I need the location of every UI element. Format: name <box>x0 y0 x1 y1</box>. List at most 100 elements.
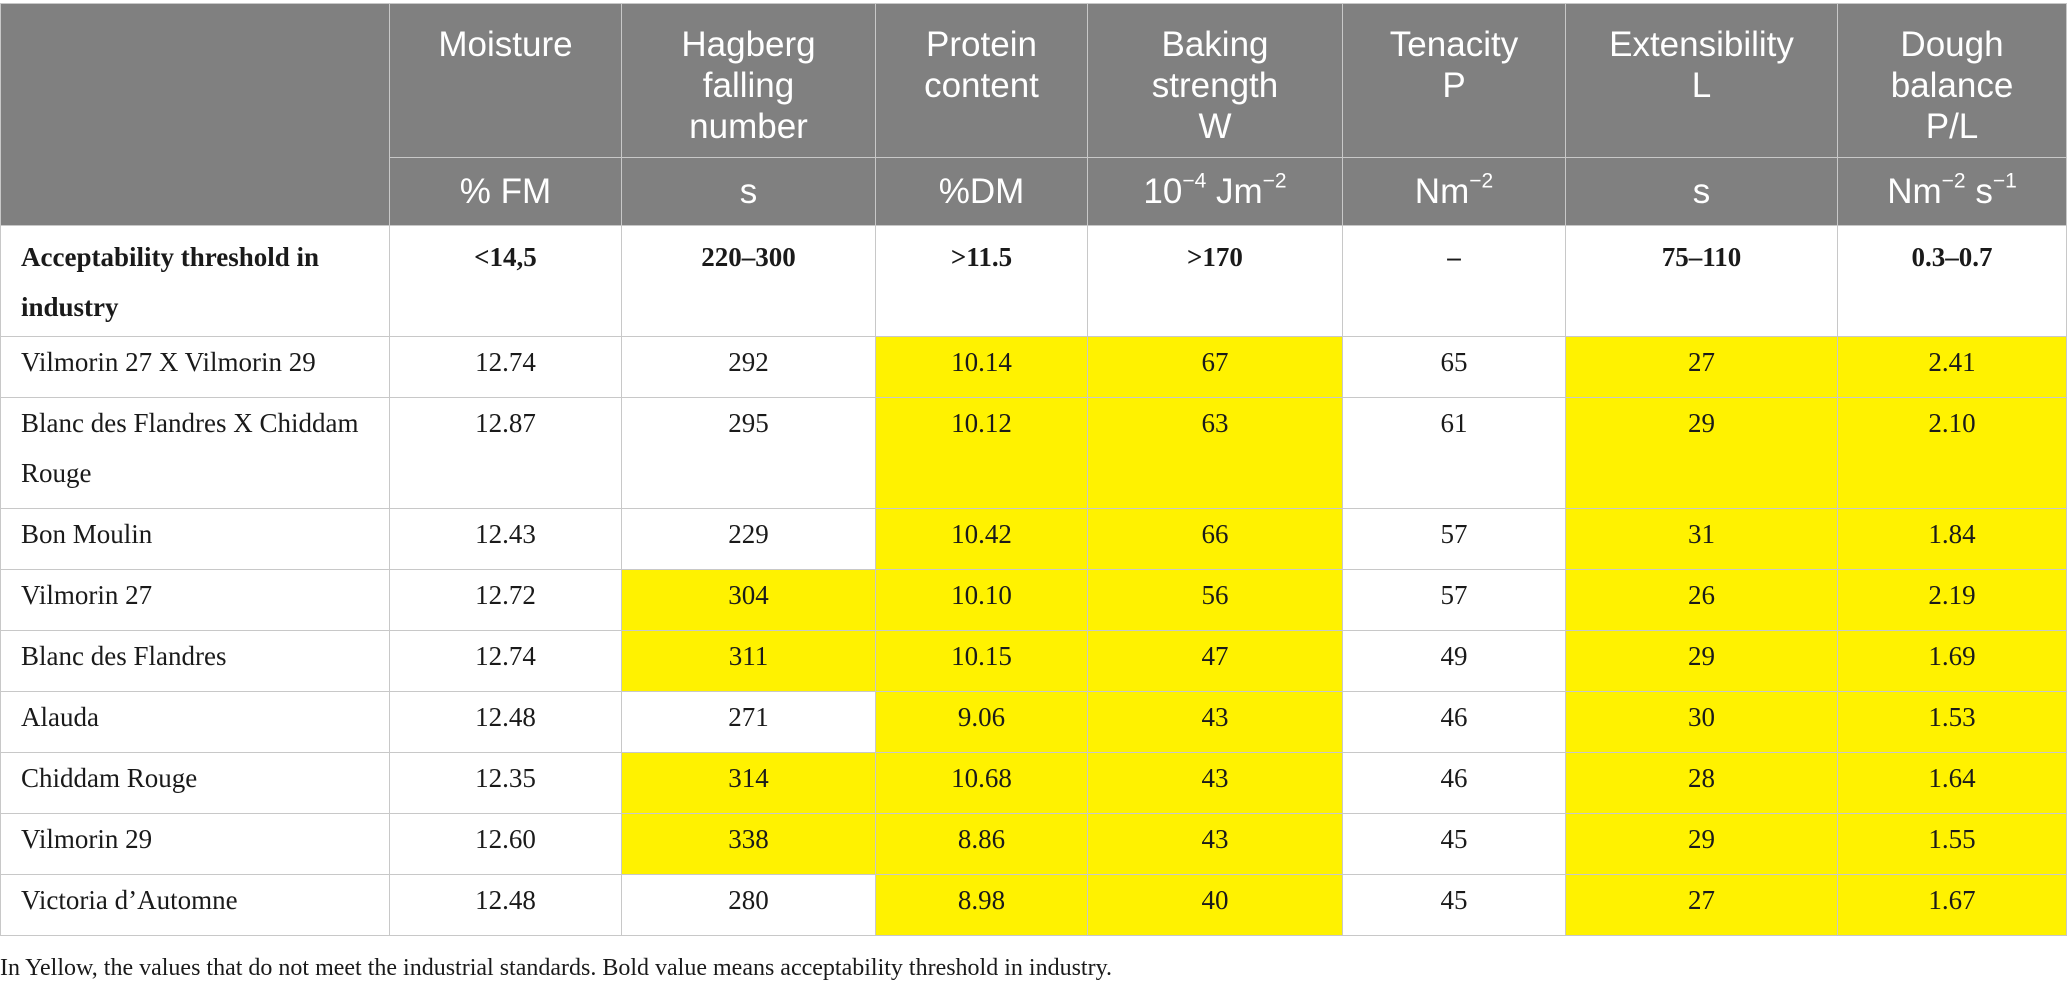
table-cell: 271 <box>621 691 876 753</box>
table-cell: 10.68 <box>875 752 1088 814</box>
table-cell: 65 <box>1342 336 1566 398</box>
row-label: Vilmorin 27 <box>0 569 390 631</box>
table-cell: 61 <box>1342 397 1566 509</box>
unit-hagberg: s <box>621 157 876 226</box>
table-cell: 43 <box>1087 813 1343 875</box>
table-footnote: In Yellow, the values that do not meet t… <box>0 955 1113 981</box>
column-header-tenacity: Tenacity P <box>1342 3 1566 158</box>
table-cell: 10.12 <box>875 397 1088 509</box>
table-cell: 12.35 <box>389 752 622 814</box>
table-cell: 29 <box>1565 397 1838 509</box>
table-cell: 43 <box>1087 752 1343 814</box>
table-row: Vilmorin 27 X Vilmorin 29 12.74 292 10.14 67… <box>0 336 2067 398</box>
table-cell: 1.55 <box>1837 813 2067 875</box>
header-corner-cell <box>0 3 390 226</box>
table-cell: 314 <box>621 752 876 814</box>
header-names-row: Moisture Hagberg falling number Protein … <box>0 3 2067 226</box>
threshold-value: <14,5 <box>389 225 622 337</box>
threshold-value: >11.5 <box>875 225 1088 337</box>
threshold-value: 220–300 <box>621 225 876 337</box>
column-header-protein: Protein content <box>875 3 1088 158</box>
table-cell: 67 <box>1087 336 1343 398</box>
table-cell: 12.48 <box>389 691 622 753</box>
table-cell: 31 <box>1565 508 1838 570</box>
table-cell: 1.84 <box>1837 508 2067 570</box>
row-label: Bon Moulin <box>0 508 390 570</box>
table-cell: 12.74 <box>389 630 622 692</box>
unit-tenacity: Nm−2 <box>1342 157 1566 226</box>
table-cell: 28 <box>1565 752 1838 814</box>
table-cell: 10.10 <box>875 569 1088 631</box>
column-header-dough-balance: Dough balance P/L <box>1837 3 2067 158</box>
table-cell: 46 <box>1342 691 1566 753</box>
table-cell: 1.64 <box>1837 752 2067 814</box>
table-cell: 27 <box>1565 336 1838 398</box>
row-label: Blanc des Flandres X Chiddam Rouge <box>0 397 390 509</box>
column-header-moisture: Moisture <box>389 3 622 158</box>
wheat-quality-table: Moisture Hagberg falling number Protein … <box>0 3 2067 936</box>
table-cell: 8.86 <box>875 813 1088 875</box>
threshold-value: >170 <box>1087 225 1343 337</box>
table-cell: 43 <box>1087 691 1343 753</box>
table-cell: 47 <box>1087 630 1343 692</box>
table-row: Blanc des Flandres X Chiddam Rouge 12.87 2… <box>0 397 2067 509</box>
row-label: Blanc des Flandres <box>0 630 390 692</box>
table-row: Blanc des Flandres 12.74 311 10.15 47 49 29 1.6… <box>0 630 2067 692</box>
table-cell: 2.41 <box>1837 336 2067 398</box>
column-header-baking-strength: Baking strength W <box>1087 3 1343 158</box>
table-cell: 229 <box>621 508 876 570</box>
table-cell: 57 <box>1342 569 1566 631</box>
table-cell: 12.74 <box>389 336 622 398</box>
header-units-row: % FM s %DM 10−4 Jm−2 Nm−2 s Nm−2 s−1 <box>1 157 2067 226</box>
table-cell: 12.60 <box>389 813 622 875</box>
row-label: Vilmorin 27 X Vilmorin 29 <box>0 336 390 398</box>
table-cell: 57 <box>1342 508 1566 570</box>
threshold-row: Acceptability threshold in industry <14,… <box>0 225 2067 337</box>
table-cell: 40 <box>1087 874 1343 936</box>
table-row: Alauda 12.48 271 9.06 43 46 30 1.53 <box>0 691 2067 753</box>
table-cell: 66 <box>1087 508 1343 570</box>
table-cell: 9.06 <box>875 691 1088 753</box>
table-cell: 12.43 <box>389 508 622 570</box>
threshold-value: 75–110 <box>1565 225 1838 337</box>
row-label: Chiddam Rouge <box>0 752 390 814</box>
unit-dough-balance: Nm−2 s−1 <box>1837 157 2067 226</box>
table-cell: 304 <box>621 569 876 631</box>
table-row: Chiddam Rouge 12.35 314 10.68 43 46 28 1.64 <box>0 752 2067 814</box>
row-label: Victoria d’Automne <box>0 874 390 936</box>
unit-protein: %DM <box>875 157 1088 226</box>
table-cell: 1.69 <box>1837 630 2067 692</box>
table-cell: 1.67 <box>1837 874 2067 936</box>
table-row: Bon Moulin 12.43 229 10.42 66 57 31 1.84 <box>0 508 2067 570</box>
table-cell: 311 <box>621 630 876 692</box>
table-cell: 10.42 <box>875 508 1088 570</box>
unit-baking-strength: 10−4 Jm−2 <box>1087 157 1343 226</box>
table-cell: 49 <box>1342 630 1566 692</box>
table-cell: 10.14 <box>875 336 1088 398</box>
threshold-value: 0.3–0.7 <box>1837 225 2067 337</box>
column-header-extensibility: Extensibility L <box>1565 3 1838 158</box>
table-cell: 63 <box>1087 397 1343 509</box>
table-cell: 12.48 <box>389 874 622 936</box>
table-cell: 12.87 <box>389 397 622 509</box>
table-cell: 10.15 <box>875 630 1088 692</box>
table-cell: 27 <box>1565 874 1838 936</box>
row-label: Alauda <box>0 691 390 753</box>
table-cell: 2.19 <box>1837 569 2067 631</box>
table-cell: 45 <box>1342 874 1566 936</box>
row-label: Vilmorin 29 <box>0 813 390 875</box>
table-cell: 8.98 <box>875 874 1088 936</box>
table-cell: 30 <box>1565 691 1838 753</box>
table-cell: 29 <box>1565 813 1838 875</box>
table-cell: 2.10 <box>1837 397 2067 509</box>
table-cell: 292 <box>621 336 876 398</box>
table-cell: 29 <box>1565 630 1838 692</box>
table-cell: 56 <box>1087 569 1343 631</box>
table-row: Victoria d’Automne 12.48 280 8.98 40 45 27 1.67 <box>0 874 2067 936</box>
table-cell: 46 <box>1342 752 1566 814</box>
column-header-hagberg: Hagberg falling number <box>621 3 876 158</box>
table-cell: 295 <box>621 397 876 509</box>
unit-extensibility: s <box>1565 157 1838 226</box>
table-row: Vilmorin 29 12.60 338 8.86 43 45 29 1.55 <box>0 813 2067 875</box>
unit-moisture: % FM <box>389 157 622 226</box>
